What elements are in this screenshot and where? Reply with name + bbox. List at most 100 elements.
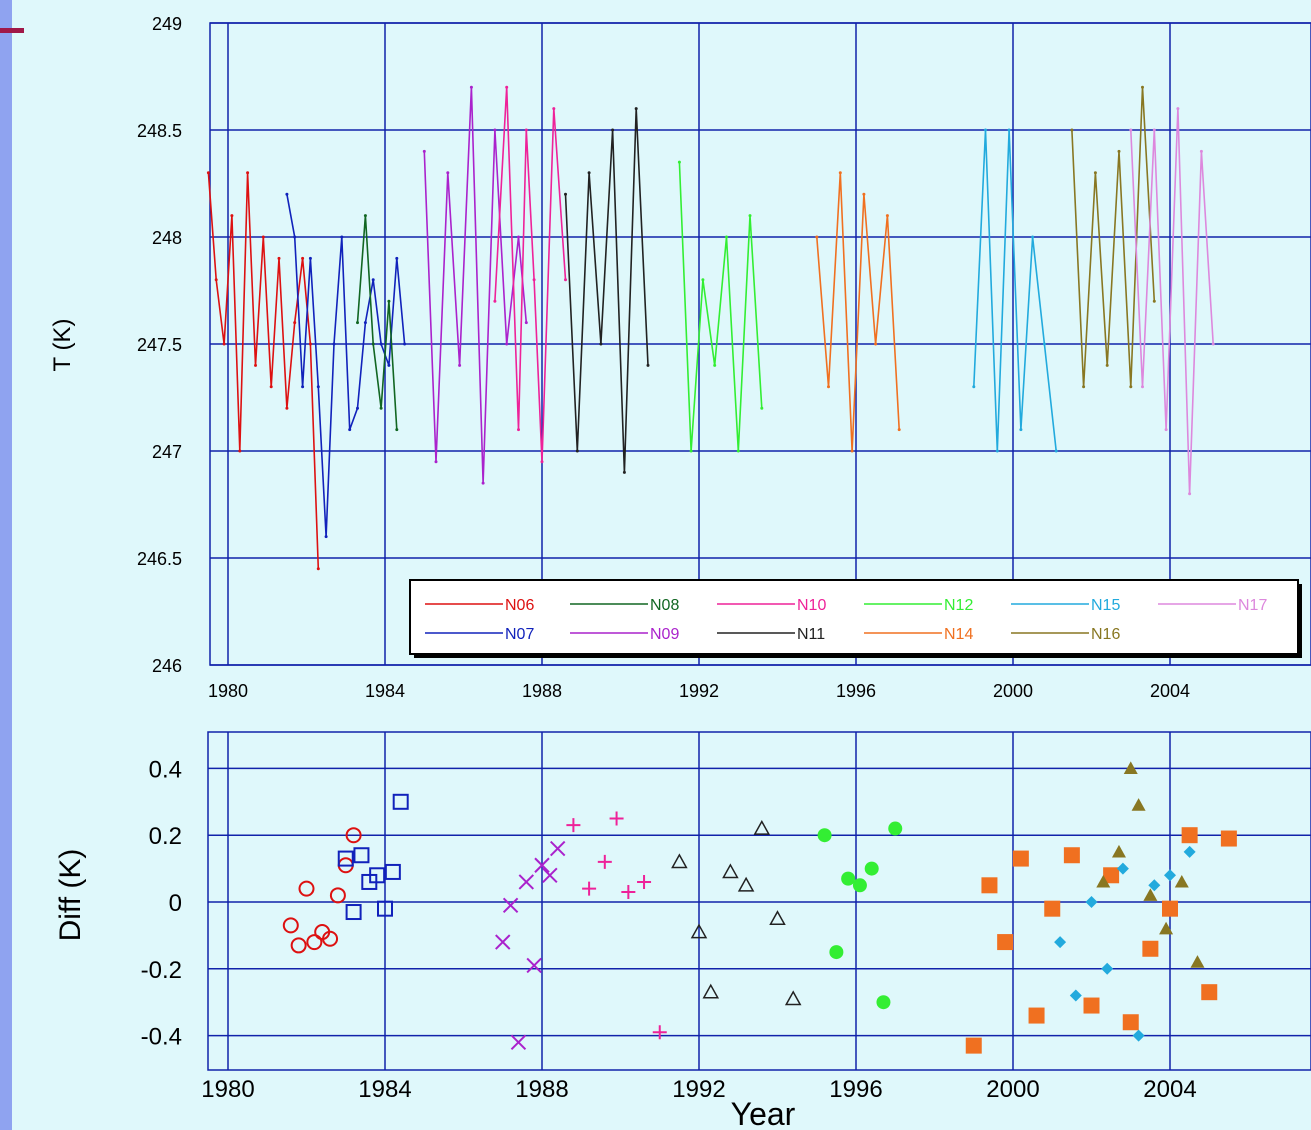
marker-diamond: [1116, 862, 1129, 875]
data-point: [387, 299, 391, 303]
data-point: [222, 342, 226, 346]
data-point: [897, 428, 901, 432]
data-point: [1129, 128, 1133, 132]
y-tick-label: 249: [152, 14, 182, 34]
marker-filled-circle: [852, 878, 867, 893]
data-point: [269, 385, 273, 389]
data-point: [371, 278, 375, 282]
marker-filled-square: [1044, 900, 1061, 917]
data-point: [285, 192, 289, 196]
legend: N06 N08 N10 N12 N15 N17 N07 N09 N11 N14 N16: [409, 579, 1302, 658]
data-point: [308, 256, 312, 260]
data-point: [293, 321, 297, 325]
marker-plus: [652, 1025, 667, 1040]
y-tick-label: 247: [152, 442, 182, 462]
marker-circle: [322, 930, 339, 947]
legend-label-n07: N07: [505, 626, 534, 643]
temperature-plot: 249 248.5 248 247.5 247 246.5 246 1980 1984 1988 1…: [137, 14, 1311, 701]
marker-filled-square: [981, 877, 998, 894]
data-point: [332, 342, 336, 346]
data-point: [1129, 385, 1133, 389]
difference-plot: 0.4 0.2 0 -0.2 -0.4 1980 1984 1988 1992 1996 2000 2…: [141, 731, 1311, 1103]
marker-filled-triangle: [1111, 844, 1126, 858]
data-point: [1054, 449, 1058, 453]
data-point: [815, 235, 819, 239]
marker-filled-square: [1063, 847, 1080, 864]
data-point: [348, 428, 352, 432]
series-line-n16: [1070, 85, 1156, 389]
legend-label-n14: N14: [944, 626, 973, 643]
data-point: [575, 449, 579, 453]
data-point: [379, 406, 383, 410]
data-point: [1152, 299, 1156, 303]
data-point: [293, 235, 297, 239]
data-point: [285, 406, 289, 410]
marker-diamond: [1101, 962, 1114, 975]
data-point: [689, 449, 693, 453]
data-point: [874, 342, 878, 346]
series-path: [973, 129, 1057, 452]
data-point: [736, 449, 740, 453]
legend-box: [409, 579, 1299, 655]
data-point: [646, 363, 650, 367]
data-point: [371, 342, 375, 346]
y-axis-label-temperature: T (K): [49, 319, 76, 372]
data-point: [1117, 149, 1121, 153]
x-tick-label: 1992: [672, 1076, 725, 1103]
marker-filled-square: [1083, 997, 1100, 1014]
data-point: [564, 278, 567, 282]
data-point: [524, 321, 528, 325]
y-tick-label: 0.4: [149, 756, 182, 783]
marker-square: [337, 850, 354, 867]
data-point: [1141, 385, 1144, 389]
data-point: [254, 363, 257, 367]
series-path: [678, 162, 763, 452]
series-path: [494, 87, 567, 462]
data-point: [493, 128, 497, 132]
data-point: [760, 406, 764, 410]
data-point: [395, 428, 399, 432]
y-tick-label: 246.5: [137, 549, 182, 569]
marker-plus: [582, 881, 597, 896]
marker-filled-square: [1103, 867, 1120, 884]
data-point: [1141, 85, 1144, 89]
marker-x: [502, 897, 519, 914]
series-path: [564, 108, 649, 473]
data-point: [984, 128, 987, 132]
marker-square: [353, 847, 370, 864]
y-tick-label: -0.4: [141, 1024, 182, 1051]
data-point: [1031, 235, 1035, 239]
marker-square: [369, 867, 386, 884]
marker-filled-circle: [829, 945, 844, 960]
series-line-n08: [356, 214, 399, 432]
data-point: [677, 160, 681, 164]
x-tick-label: 1984: [358, 1076, 411, 1103]
marker-filled-triangle: [1131, 798, 1146, 811]
data-point: [599, 342, 603, 346]
series-path: [1130, 108, 1214, 494]
marker-filled-square: [1162, 900, 1178, 917]
data-point: [301, 385, 305, 389]
data-point: [1007, 128, 1011, 132]
marker-triangle: [753, 819, 771, 835]
marker-diamond: [1148, 879, 1161, 892]
legend-label-n10: N10: [797, 597, 826, 614]
marker-x: [510, 1034, 527, 1050]
data-point: [564, 192, 567, 196]
data-point: [379, 342, 383, 346]
data-point: [995, 449, 999, 453]
marker-triangle: [769, 910, 786, 926]
data-point: [206, 171, 210, 175]
series-path: [423, 87, 528, 484]
legend-label-n12: N12: [944, 597, 973, 614]
data-point: [540, 460, 544, 464]
x-tick-label: 1980: [201, 1076, 254, 1103]
data-point: [517, 235, 520, 239]
marker-filled-triangle: [1190, 955, 1205, 968]
data-point: [1152, 128, 1156, 132]
series-points-n09: [495, 840, 566, 1050]
y-tick-label: 248: [152, 228, 182, 248]
x-tick-label: 1980: [208, 681, 248, 701]
data-point: [587, 171, 591, 175]
marker-triangle: [737, 876, 755, 892]
